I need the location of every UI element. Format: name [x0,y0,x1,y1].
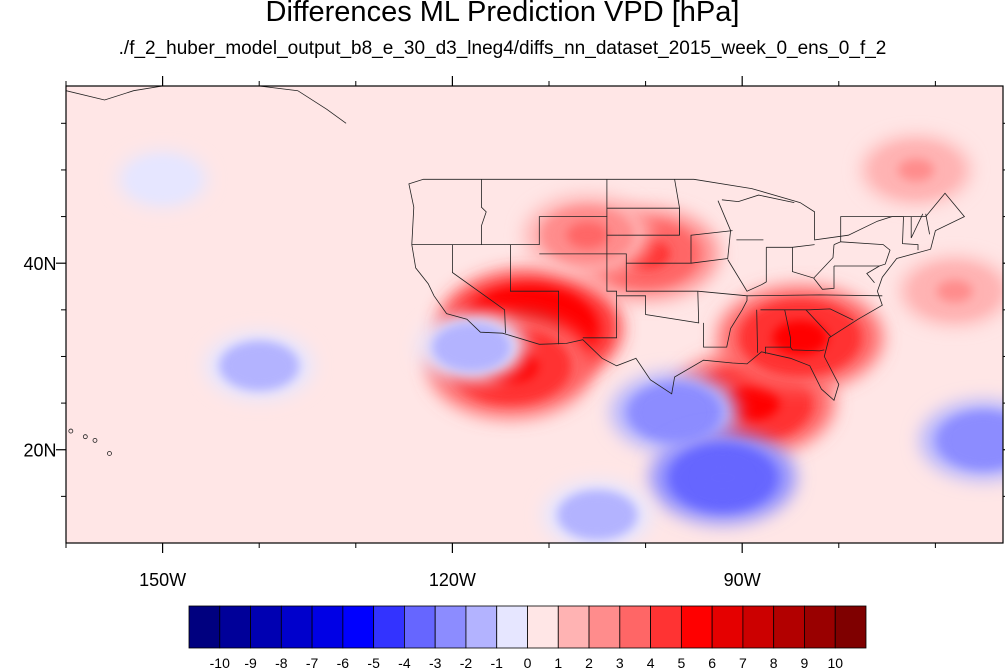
colorbar-label: 1 [554,655,562,671]
colorbar-swatch [711,605,744,649]
state-boundary-1 [411,179,608,245]
axis-ticks: 150W 120W 90W 40N 20N [23,76,1005,590]
x-tick-label: 150W [139,570,186,590]
state-boundary-9 [616,291,700,324]
colorbar-label: 5 [677,655,685,671]
colorbar-swatch [311,605,344,649]
anomaly-core-10 [653,399,696,426]
state-boundary-10 [690,200,732,264]
colorbar-swatch [619,605,651,649]
colorbar-label: -2 [460,655,473,671]
colorbar-label: -9 [244,655,257,671]
anomaly-core-12 [579,503,616,527]
colorbar-label: 8 [770,655,778,671]
state-boundary-22 [813,266,835,290]
colorbar-swatch [373,605,405,649]
colorbar-swatch [280,605,313,649]
colorbar-label: -10 [210,655,230,671]
colorbar-swatch [650,605,682,649]
y-tick-label: 40N [23,254,56,274]
colorbar-swatch [742,605,775,649]
x-tick-label: 90W [724,570,761,590]
colorbar-label: 0 [524,655,532,671]
colorbar-label: -4 [398,655,411,671]
state-boundary-2 [452,244,506,334]
island-0 [107,451,112,456]
colorbar-swatch [434,605,467,649]
colorbar-label: 3 [616,655,624,671]
colorbar-swatch [773,605,805,649]
anomaly-core-8 [241,354,278,378]
colorbar-label: -5 [367,655,380,671]
state-boundary-7 [674,179,680,236]
colorbar-swatch [804,605,836,649]
colorbar-label: 6 [708,655,716,671]
anomaly-core-6 [898,158,935,182]
anomaly-core-13 [962,427,1003,454]
state-boundary-11 [697,290,748,348]
anomaly-core-4 [772,320,828,356]
anomaly-core-11 [698,462,748,494]
island-1 [92,438,98,443]
anomaly-core-5 [566,221,609,249]
state-boundary-4 [539,253,698,292]
colorbar-swatch [527,605,559,649]
state-boundary-16 [790,346,825,352]
plot-area [66,86,1003,543]
state-boundary-26 [910,213,924,239]
colorbar-swatch [496,605,528,649]
state-boundary-25 [902,216,919,251]
anomaly-field [118,136,1003,543]
state-boundary-12 [746,294,883,297]
anomaly-core-14 [147,170,178,189]
anomaly-core-3 [724,385,780,421]
colorbar-swatch [588,605,621,649]
state-boundary-3 [510,244,559,345]
chart-subtitle: ./f_2_huber_model_output_b8_e_30_d3_lneg… [118,38,887,59]
state-boundary-24 [840,216,904,242]
colorbar-label: 4 [647,655,655,671]
state-boundary-8 [626,230,733,264]
chart-title: Differences ML Prediction VPD [hPa] [265,0,740,28]
colorbar-swatch [834,605,867,649]
colorbar-label: 9 [801,655,809,671]
island-2 [82,434,88,440]
colorbar: -10 -9 -8 -7 -6 -5 -4 -3 -2 -1 0 1 2 3 4 5 6 7 8 9 10 [188,605,867,671]
colorbar-swatch [342,605,375,649]
colorbar-swatch [219,605,251,649]
anomaly-core-9 [453,335,490,359]
alaska-coast [66,86,347,124]
colorbar-label: -1 [491,655,504,671]
state-boundary-23 [866,265,880,284]
colorbar-label: -8 [275,655,288,671]
colorbar-swatch [404,605,436,649]
colorbar-label: -3 [429,655,442,671]
state-boundary-5 [582,216,617,339]
state-boundaries [66,86,966,456]
colorbar-swatch [250,605,282,649]
colorbar-label: 7 [739,655,747,671]
colorbar-swatch [188,605,221,649]
state-boundary-0 [481,179,487,245]
colorbar-swatch [680,605,713,649]
colorbar-label: 2 [585,655,593,671]
colorbar-swatch [465,605,498,649]
colorbar-label: -7 [306,655,319,671]
state-boundary-17 [805,309,832,338]
island-3 [68,428,74,434]
us-outline [408,178,966,402]
y-tick-label: 20N [23,441,56,461]
state-boundary-14 [756,309,758,353]
colorbar-label: -6 [337,655,350,671]
state-boundary-27 [925,213,930,235]
state-boundary-18 [727,247,767,292]
colorbar-swatch [557,605,590,649]
plot-frame [65,85,1004,544]
state-boundary-20 [766,244,815,248]
anomaly-core-7 [936,279,973,303]
x-tick-label: 120W [429,570,476,590]
state-boundary-28 [721,194,795,203]
colorbar-label: 10 [827,655,843,671]
